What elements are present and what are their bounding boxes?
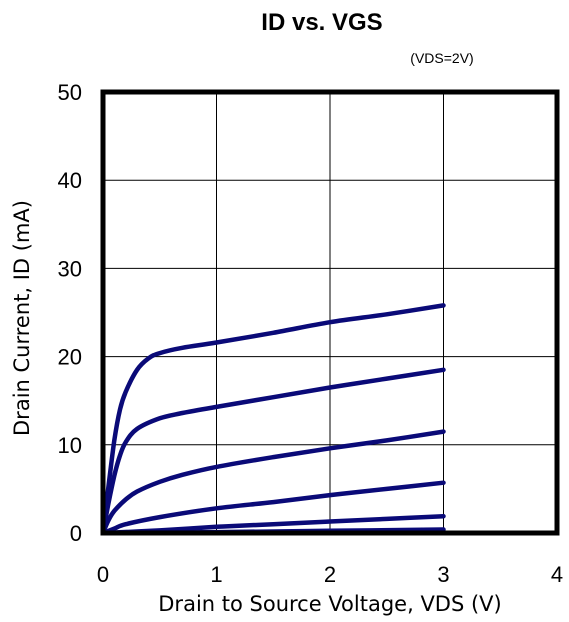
x-tick-labels: 0 1 2 3 4 bbox=[97, 562, 563, 587]
data-curves bbox=[100, 303, 446, 536]
y-tick-label: 40 bbox=[58, 168, 82, 193]
series-line-4 bbox=[100, 480, 446, 536]
y-tick-label: 20 bbox=[58, 345, 82, 370]
y-tick-label: 10 bbox=[58, 433, 82, 458]
series-line-1 bbox=[100, 303, 446, 536]
x-axis-label: Drain to Source Voltage, VDS (V) bbox=[158, 592, 501, 616]
grid bbox=[102, 91, 558, 534]
series-line-2 bbox=[100, 367, 446, 536]
x-tick-label: 0 bbox=[97, 562, 109, 587]
series-line-3 bbox=[100, 429, 446, 536]
y-axis-label: Drain Current, ID (mA) bbox=[10, 200, 34, 436]
chart-title: ID vs. VGS bbox=[261, 9, 382, 36]
x-tick-label: 4 bbox=[551, 562, 563, 587]
x-tick-label: 2 bbox=[324, 562, 336, 587]
y-tick-label: 0 bbox=[70, 521, 82, 546]
y-tick-label: 30 bbox=[58, 256, 82, 281]
x-tick-label: 3 bbox=[437, 562, 449, 587]
x-tick-label: 1 bbox=[210, 562, 222, 587]
y-tick-label: 50 bbox=[58, 80, 82, 105]
plot-frame bbox=[100, 89, 560, 536]
chart-subtitle: (VDS=2V) bbox=[410, 50, 473, 66]
y-tick-labels: 0 10 20 30 40 50 bbox=[58, 80, 82, 546]
